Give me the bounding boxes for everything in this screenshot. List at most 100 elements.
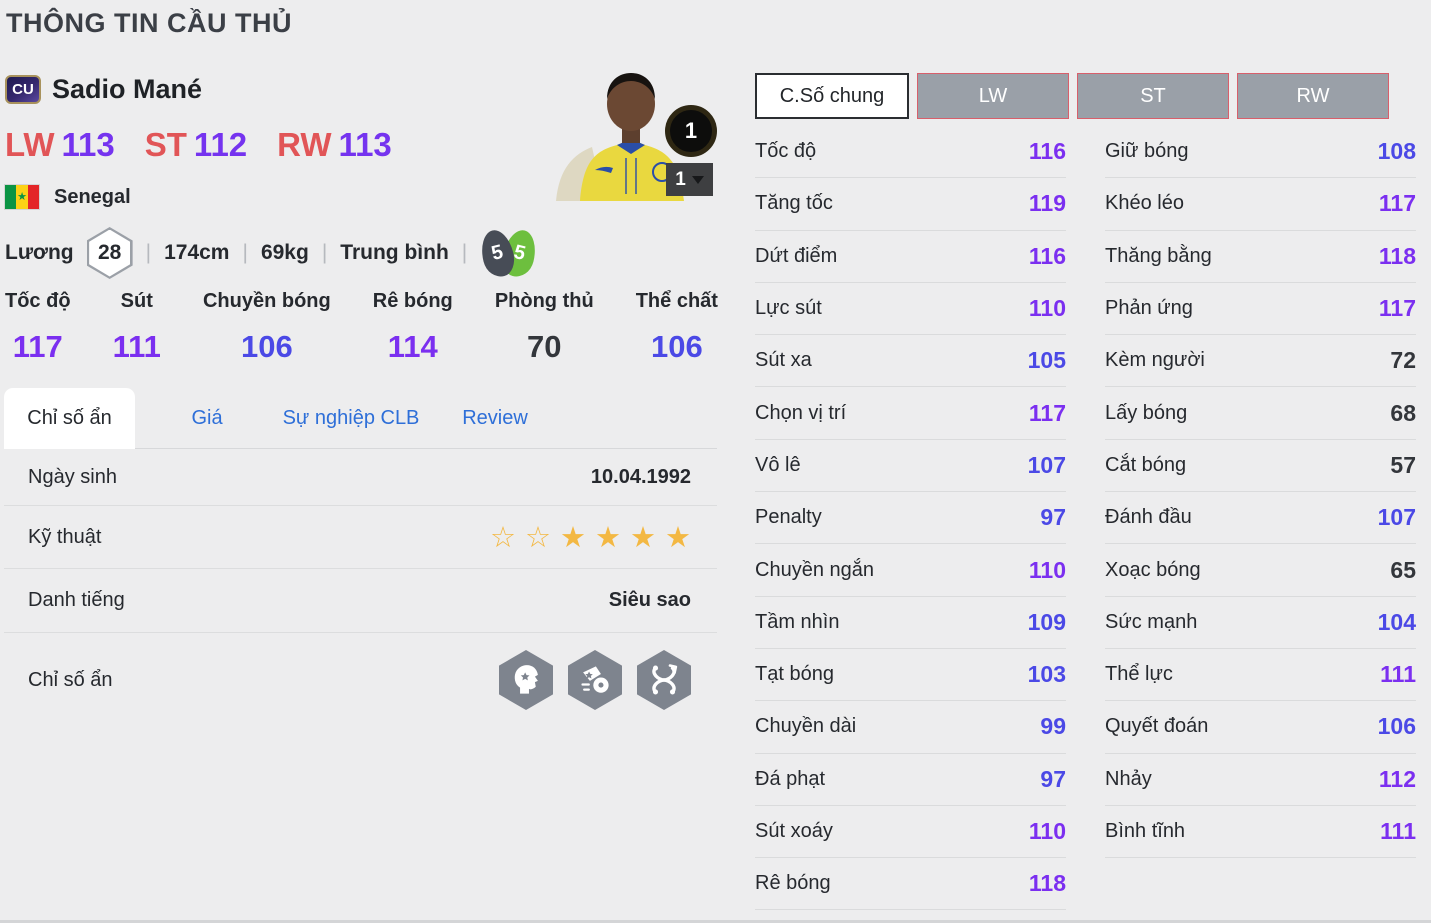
summary-stat-label: Sút xyxy=(120,290,153,312)
stat-value: 99 xyxy=(1040,713,1066,740)
salary-label: Lương xyxy=(5,241,74,264)
stat-row: Thể lực 111 xyxy=(1105,649,1416,702)
stat-label: Cắt bóng xyxy=(1105,453,1187,476)
summary-stat-value: 70 xyxy=(527,329,562,364)
summary-stat-label: Phòng thủ xyxy=(494,290,594,312)
stat-label: Penalty xyxy=(755,506,822,529)
stat-value: 119 xyxy=(1028,190,1066,217)
tab[interactable]: Giá xyxy=(191,407,223,429)
stat-label: Vô lê xyxy=(755,453,801,476)
stat-row: Thăng bằng 118 xyxy=(1105,231,1416,283)
player-name-row: CU Sadio Mané xyxy=(5,74,202,105)
stat-view-button[interactable]: ST xyxy=(1077,73,1229,119)
stat-label: Chuyền dài xyxy=(755,715,857,738)
skill-star-icon: ★ xyxy=(595,521,621,554)
bio-items: 174cm 69kg Trung bình xyxy=(146,241,449,265)
stat-row: Rê bóng 118 xyxy=(755,858,1066,911)
salary-badge: 28 xyxy=(86,227,133,279)
stat-row: Bình tĩnh 111 xyxy=(1105,806,1416,859)
stat-label: Bình tĩnh xyxy=(1105,820,1186,842)
detail-stats-right: Giữ bóng 108 Khéo léo 117 Thăng bằng 118… xyxy=(1105,126,1416,859)
position-ratings: LW 113 ST 112 RW 113 xyxy=(5,126,392,164)
stat-row: Vô lê 107 xyxy=(755,440,1066,493)
summary-stat-value: 117 xyxy=(12,329,63,364)
hidden-info-table: Ngày sinh 10.04.1992 Kỹ thuật ☆ ☆ ★ ★ ★ ★ Dan… xyxy=(4,449,717,727)
stat-row: Chuyền ngắn 110 xyxy=(755,544,1066,597)
stat-value: 68 xyxy=(1390,399,1416,426)
player-name: Sadio Mané xyxy=(52,74,203,104)
stat-value: 110 xyxy=(1028,818,1066,844)
birth-label: Ngày sinh xyxy=(28,465,117,488)
card-level-badge: 1 xyxy=(665,105,717,157)
summary-stat: Phòng thủ 70 xyxy=(495,290,594,365)
stat-row: Chọn vị trí 117 xyxy=(755,387,1066,440)
skill-star-icon: ☆ xyxy=(490,521,516,554)
summary-stats: Tốc độ 117 Sút 111 Chuyền bóng 106 Rê bó… xyxy=(5,290,718,365)
skill-star-icon: ☆ xyxy=(525,521,551,554)
stat-value: 109 xyxy=(1027,608,1066,635)
stat-row: Đá phạt 97 xyxy=(755,754,1066,806)
stat-value: 72 xyxy=(1390,347,1416,374)
summary-stat: Rê bóng 114 xyxy=(373,290,453,365)
stat-label: Quyết đoán xyxy=(1105,715,1209,738)
position-value: 113 xyxy=(338,126,392,163)
stat-value: 107 xyxy=(1027,451,1066,478)
stat-value: 65 xyxy=(1390,556,1416,583)
stat-label: Chuyền ngắn xyxy=(755,558,874,581)
stat-value: 105 xyxy=(1027,347,1066,374)
player-bio-row: Lương 28 174cm 69kg Trung bình 5 5 xyxy=(5,226,541,280)
stat-row: Khéo léo 117 xyxy=(1105,178,1416,231)
stat-value: 57 xyxy=(1390,451,1416,478)
stat-value: 106 xyxy=(1377,713,1416,740)
stat-row: Lấy bóng 68 xyxy=(1105,387,1416,440)
summary-stat: Sút 111 xyxy=(113,290,161,365)
summary-stat-label: Thể chất xyxy=(635,290,718,312)
stat-row: Phản ứng 117 xyxy=(1105,283,1416,336)
stat-value: 112 xyxy=(1378,765,1416,792)
bio-item: 174cm xyxy=(146,241,229,265)
skill-stars: ☆ ☆ ★ ★ ★ ★ xyxy=(490,520,691,555)
fame-value: Siêu sao xyxy=(608,589,691,611)
tab[interactable]: Chỉ số ẩn xyxy=(4,388,135,449)
stat-value: 117 xyxy=(1028,399,1066,426)
stat-label: Đánh đầu xyxy=(1105,506,1192,529)
stat-view-button[interactable]: C.Số chung xyxy=(755,73,909,119)
summary-stat: Thể chất 106 xyxy=(636,290,718,365)
summary-stat: Tốc độ 117 xyxy=(5,290,71,365)
summary-stat-value: 106 xyxy=(240,329,293,364)
dropdown-value: 1 xyxy=(675,168,686,190)
stat-view-button[interactable]: RW xyxy=(1237,73,1389,119)
stat-row: Tạt bóng 103 xyxy=(755,649,1066,702)
bio-item: Trung bình xyxy=(322,241,448,265)
stat-label: Nhảy xyxy=(1105,767,1152,790)
stat-label: Đá phạt xyxy=(755,767,826,790)
stat-row: Sức mạnh 104 xyxy=(1105,597,1416,649)
tab[interactable]: Review xyxy=(462,407,528,429)
card-level-dropdown[interactable]: 1 xyxy=(666,163,713,196)
stat-label: Thăng bằng xyxy=(1105,244,1212,267)
tab-bar: Chỉ số ẩn Giá Sự nghiệp CLB Review xyxy=(4,388,567,449)
tab[interactable]: Sự nghiệp CLB xyxy=(282,407,420,429)
stat-value: 97 xyxy=(1040,504,1066,531)
stat-value: 110 xyxy=(1028,556,1066,583)
stat-label: Lấy bóng xyxy=(1105,401,1188,424)
stat-row: Đánh đầu 107 xyxy=(1105,492,1416,545)
stat-row: Tăng tốc 119 xyxy=(755,178,1066,231)
stat-row: Dứt điểm 116 xyxy=(755,231,1066,283)
stat-label: Tăng tốc xyxy=(755,192,833,215)
position-value: 112 xyxy=(193,126,248,163)
stat-label: Thể lực xyxy=(1105,663,1173,686)
stat-view-button[interactable]: LW xyxy=(917,73,1069,119)
player-head-icon xyxy=(499,650,553,710)
stat-label: Kèm người xyxy=(1105,349,1205,372)
stat-value: 117 xyxy=(1378,190,1416,217)
stat-value: 116 xyxy=(1028,138,1066,165)
skill-star-icon: ★ xyxy=(630,521,656,554)
stat-value: 103 xyxy=(1027,661,1066,688)
stat-row: Chuyền dài 99 xyxy=(755,701,1066,754)
shooting-boot-icon xyxy=(568,650,622,710)
stat-value: 116 xyxy=(1028,242,1066,269)
stat-label: Giữ bóng xyxy=(1105,140,1189,163)
position-value: 113 xyxy=(61,126,115,163)
